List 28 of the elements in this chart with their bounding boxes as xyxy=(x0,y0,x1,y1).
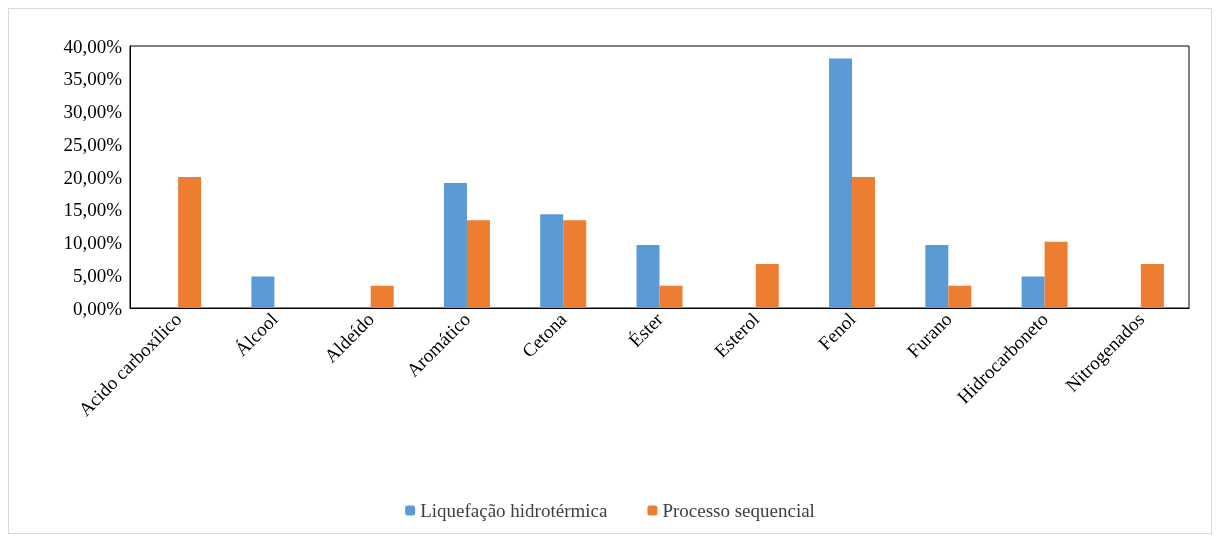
bar xyxy=(659,285,683,308)
bar xyxy=(829,58,853,308)
bar xyxy=(636,245,660,308)
legend-label: Processo sequencial xyxy=(662,500,815,521)
y-tick-label: 10,00% xyxy=(63,232,123,253)
y-tick-label: 0,00% xyxy=(72,297,123,319)
bar xyxy=(443,182,467,308)
bar xyxy=(563,220,587,308)
y-tick-label: 15,00% xyxy=(63,199,123,221)
y-tick-label: 20,00% xyxy=(63,166,123,188)
bar xyxy=(925,245,949,308)
bar xyxy=(755,264,779,308)
y-tick-label: 5,00% xyxy=(72,264,123,286)
y-tick-label: 35,00% xyxy=(63,68,123,90)
bar xyxy=(852,177,876,308)
bar xyxy=(251,276,275,308)
bar xyxy=(540,214,564,308)
bar xyxy=(466,220,490,308)
y-tick-label: 40,00% xyxy=(63,35,123,57)
bar xyxy=(178,177,202,308)
bar xyxy=(1044,241,1068,308)
bar xyxy=(370,285,394,308)
y-tick-label: 30,00% xyxy=(63,101,123,122)
y-tick-label: 25,00% xyxy=(63,133,123,155)
bar xyxy=(1140,264,1164,308)
bar xyxy=(1021,276,1045,308)
legend-label: Liquefação hidrotérmica xyxy=(420,500,608,521)
bar xyxy=(948,285,972,308)
